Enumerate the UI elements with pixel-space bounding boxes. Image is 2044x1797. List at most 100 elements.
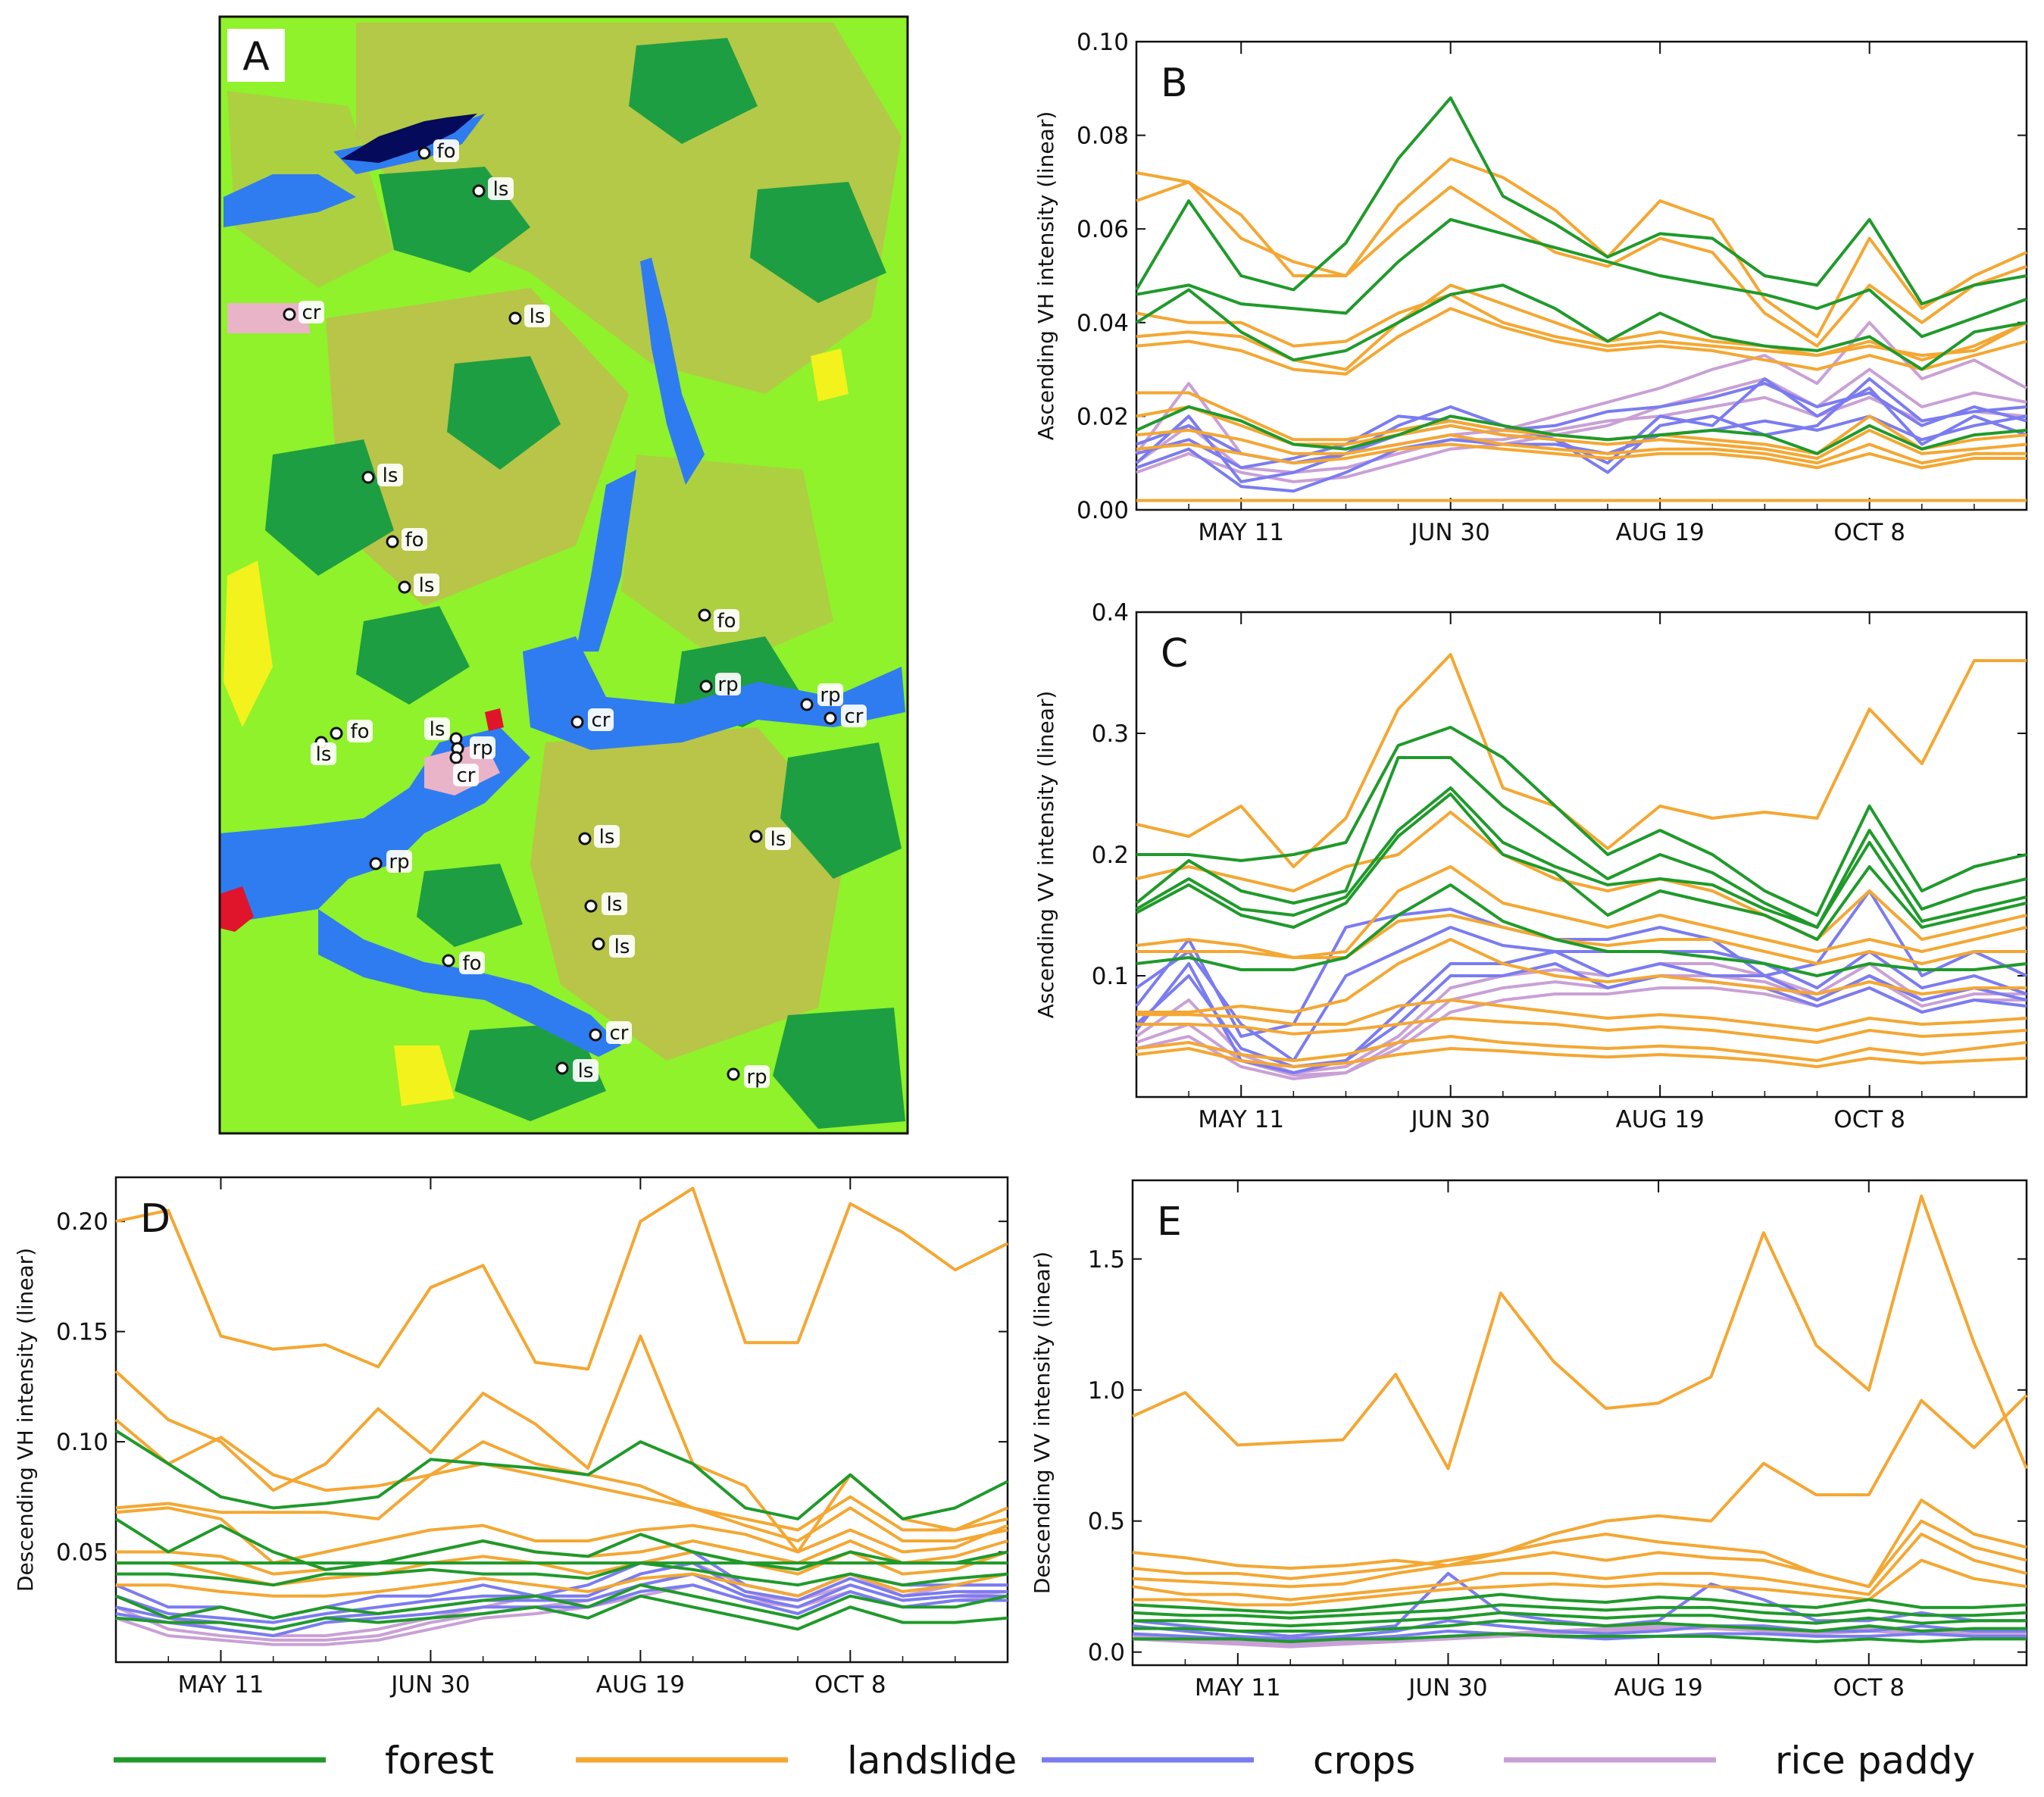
- map-forest-patch: [629, 38, 758, 144]
- site-label-box: [386, 850, 412, 873]
- legend-label-forest: forest: [385, 1739, 494, 1783]
- map-forest-patch: [356, 606, 470, 705]
- series-line-landslide: [1136, 1047, 2027, 1068]
- x-tick-label: JUN 30: [389, 1671, 470, 1699]
- y-tick-label: 0.04: [1077, 310, 1129, 337]
- x-tick-label: AUG 19: [596, 1671, 685, 1699]
- series-line-landslide: [114, 1418, 1008, 1532]
- site-label-box: [424, 717, 450, 740]
- series-line-forest: [1136, 726, 2027, 917]
- y-axis-label: Descending VH intensity (linear): [13, 1248, 38, 1592]
- site-marker: [584, 899, 598, 913]
- map-reservoir: [341, 114, 477, 163]
- x-tick-label: OCT 8: [1833, 1106, 1905, 1133]
- map-forest-patch: [417, 864, 523, 947]
- map-forest-patch: [455, 1023, 606, 1121]
- chart-panel-b: 0.00 0.02 0.04 0.06 0.08 0.10 MAY 11 JUN 30 AUG …: [1033, 29, 2028, 546]
- series-line-crops: [1136, 382, 2027, 470]
- series-line-forest: [1132, 1603, 2027, 1620]
- series-line-forest: [116, 1561, 1008, 1587]
- series-line-rice-paddy: [1135, 395, 2027, 474]
- series-line-landslide: [115, 1186, 1008, 1371]
- site-label-box: [841, 705, 867, 727]
- site-marker: [361, 470, 375, 484]
- series-line-forest: [1136, 883, 2027, 977]
- series-line-landslide: [1132, 1533, 2027, 1602]
- site-marker: [417, 146, 431, 160]
- site-label-box: [594, 825, 620, 848]
- x-tick-label: AUG 19: [1616, 519, 1705, 546]
- series-line-forest: [1133, 1632, 2027, 1643]
- series-line-forest: [115, 1583, 1008, 1620]
- map-forest-patch: [265, 439, 394, 576]
- site-label: ls: [316, 743, 332, 766]
- series-line-landslide: [1136, 999, 2027, 1032]
- series-line-forest: [114, 1517, 1008, 1571]
- site-marker: [578, 832, 592, 845]
- site-marker: [749, 830, 763, 843]
- series-line-crops: [1132, 1619, 2027, 1641]
- y-tick-label: 0.05: [56, 1539, 108, 1567]
- y-tick-label: 0.0: [1088, 1639, 1125, 1667]
- site-label: ls: [530, 305, 545, 328]
- site-marker: [508, 311, 522, 325]
- chart-panel-c: 0.1 0.2 0.3 0.4 MAY 11 JUN 30 AUG 19 OCT 8 Ascen…: [1033, 599, 2028, 1133]
- series-line-forest: [115, 1594, 1008, 1631]
- series-line-landslide: [1136, 428, 2027, 465]
- site-label: ls: [614, 936, 630, 958]
- series-line-forest: [1136, 792, 2027, 941]
- x-tick-label: MAY 11: [1195, 1674, 1281, 1702]
- y-tick-label: 0.2: [1092, 842, 1129, 869]
- x-tick-label: OCT 8: [814, 1671, 886, 1699]
- site-marker: [727, 1067, 740, 1081]
- map-landslide-region: [530, 727, 849, 1061]
- site-marker: [449, 751, 463, 764]
- site-marker: [824, 711, 837, 725]
- series-line-landslide: [115, 1462, 1008, 1542]
- x-tick-label: OCT 8: [1833, 1674, 1905, 1702]
- site-marker: [555, 1061, 569, 1075]
- site-label-box: [744, 1065, 770, 1088]
- site-label-box: [488, 177, 514, 200]
- site-label: fo: [405, 529, 423, 552]
- chart-panel-d: 0.05 0.10 0.15 0.20 MAY 11 JUN 30 AUG 19 OCT 8 D…: [13, 1176, 1009, 1699]
- map-landslide-region: [621, 455, 833, 667]
- site-label: rp: [472, 737, 492, 760]
- series-line-landslide: [1132, 1519, 2027, 1589]
- map-water-channel: [318, 909, 621, 1057]
- site-label-box: [765, 827, 791, 850]
- series-line-crops: [1135, 962, 2027, 1074]
- map-water-channel: [223, 174, 356, 227]
- site-marker: [570, 715, 584, 729]
- site-label-box: [470, 736, 495, 759]
- plot-area: [1135, 40, 2028, 511]
- x-tick-label: MAY 11: [178, 1671, 264, 1699]
- site-label-box: [402, 528, 427, 551]
- series-line-forest: [114, 1429, 1008, 1520]
- panel-letter-c: C: [1161, 631, 1188, 677]
- panel-letter-e: E: [1157, 1199, 1182, 1245]
- y-tick-label: 0.02: [1077, 403, 1129, 430]
- site-label: rp: [746, 1066, 767, 1089]
- series-line-landslide: [1136, 1017, 2027, 1044]
- map-yellow-patch: [223, 561, 273, 727]
- site-label-box: [298, 301, 324, 323]
- x-tick-label: JUN 30: [1410, 1106, 1490, 1133]
- site-label-box: [311, 742, 336, 765]
- series-line-forest: [1136, 217, 2027, 339]
- x-tick-label: MAY 11: [1198, 519, 1284, 546]
- map-forest-patch: [773, 1008, 905, 1129]
- site-label: ls: [599, 826, 615, 848]
- legend-label-landslide: landslide: [847, 1739, 1017, 1783]
- map-landslide-region: [356, 23, 902, 394]
- y-tick-label: 0.1: [1092, 963, 1129, 990]
- map-urban-area: [485, 708, 504, 731]
- series-line-landslide: [1132, 1394, 2028, 1570]
- site-label: rp: [717, 673, 738, 696]
- series-line-crops: [115, 1561, 1008, 1624]
- site-label: cr: [610, 1022, 629, 1045]
- series-line-landslide: [115, 1506, 1008, 1565]
- site-label: fo: [350, 720, 369, 743]
- series-line-forest: [1133, 1619, 2027, 1633]
- map-forest-patch: [750, 182, 886, 303]
